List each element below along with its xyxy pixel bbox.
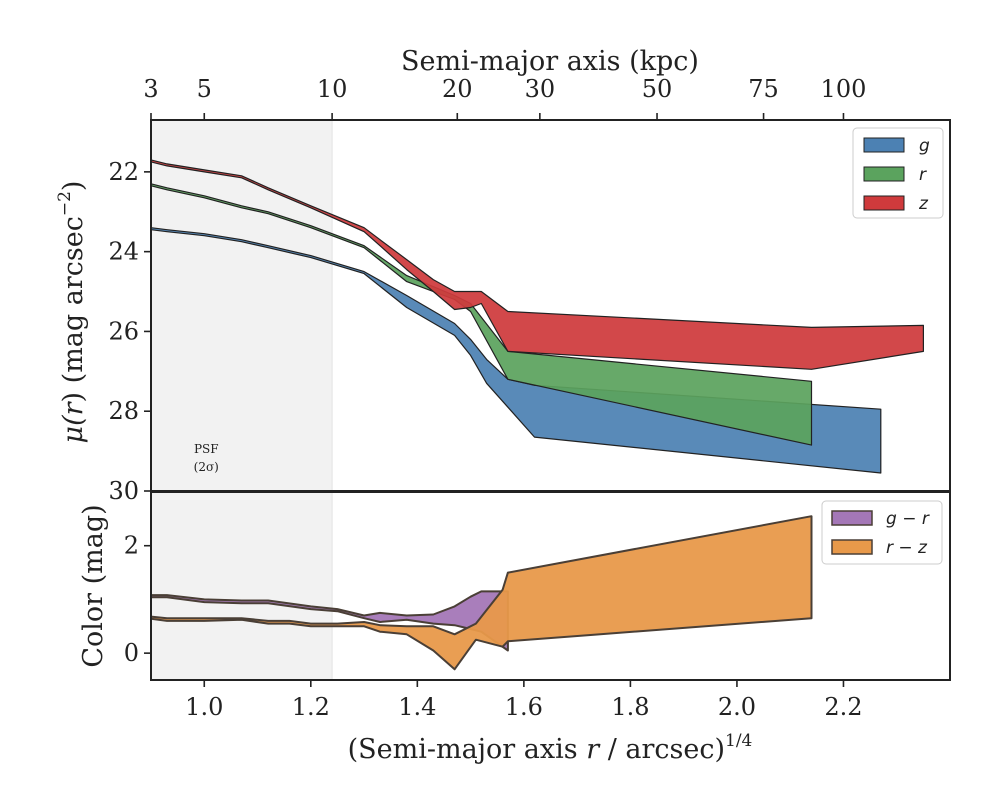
bottom-panel-frame	[150, 491, 951, 681]
band-gr	[151, 590, 509, 652]
legend-swatch-z	[863, 195, 905, 211]
bottom-y-axis-title: Color (mag)	[78, 504, 109, 667]
bottom-panel: 0 2 1.0 1.2 1.4 1.6 1.8 2.0 2.2 g − r r − z	[124, 491, 951, 721]
top-y-axis-title: μ(r) (mag arcsec−2)	[55, 181, 89, 444]
psf-shaded-region	[151, 120, 333, 680]
legend-swatch-g	[863, 137, 905, 153]
top-x-tick-label: 20	[442, 75, 473, 103]
x-tick-label: 1.0	[185, 693, 223, 721]
top-legend: grz	[852, 127, 944, 219]
y-tick-label: 24	[108, 238, 139, 266]
legend-label-color-0: g − r	[886, 509, 930, 529]
top-x-tick-label: 100	[821, 75, 867, 103]
top-x-axis-title: Semi-major axis (kpc)	[401, 46, 699, 77]
y-tick-label: 28	[108, 397, 139, 425]
legend-label-r: r	[919, 165, 927, 185]
x-tick-label: 2.2	[824, 693, 862, 721]
band-r	[151, 183, 813, 446]
band-rz	[151, 515, 813, 671]
y-tick-label: 22	[108, 158, 139, 186]
top-x-tick-label: 3	[143, 75, 158, 103]
top-x-tick-label: 5	[197, 75, 212, 103]
x-tick-label: 1.4	[398, 693, 436, 721]
legend-swatch-color-0	[831, 510, 873, 526]
legend-label-g: g	[919, 136, 930, 156]
x-tick-label: 1.8	[611, 693, 649, 721]
y-tick-label: 26	[108, 317, 139, 345]
top-x-tick-label: 50	[642, 75, 673, 103]
top-x-tick-label: 10	[317, 75, 348, 103]
y-tick-label: 0	[124, 639, 139, 667]
legend-label-color-1: r − z	[886, 538, 928, 558]
y-tick-label: 2	[124, 532, 139, 560]
legend-swatch-color-1	[831, 539, 873, 555]
bottom-legend: g − r r − z	[821, 500, 943, 565]
psf-label: PSF	[194, 442, 219, 456]
legend-swatch-r	[863, 166, 905, 182]
band-z	[151, 159, 924, 370]
x-axis-title: (Semi-major axis r / arcsec)1/4	[348, 731, 753, 765]
legend-label-z: z	[918, 194, 929, 214]
x-tick-label: 2.0	[718, 693, 756, 721]
top-x-tick-label: 75	[748, 75, 779, 103]
x-tick-label: 1.6	[505, 693, 543, 721]
y-tick-label: 30	[108, 477, 139, 505]
psf-sigma-label: (2σ)	[194, 460, 219, 474]
top-x-tick-label: 30	[525, 75, 556, 103]
x-tick-label: 1.2	[292, 693, 330, 721]
